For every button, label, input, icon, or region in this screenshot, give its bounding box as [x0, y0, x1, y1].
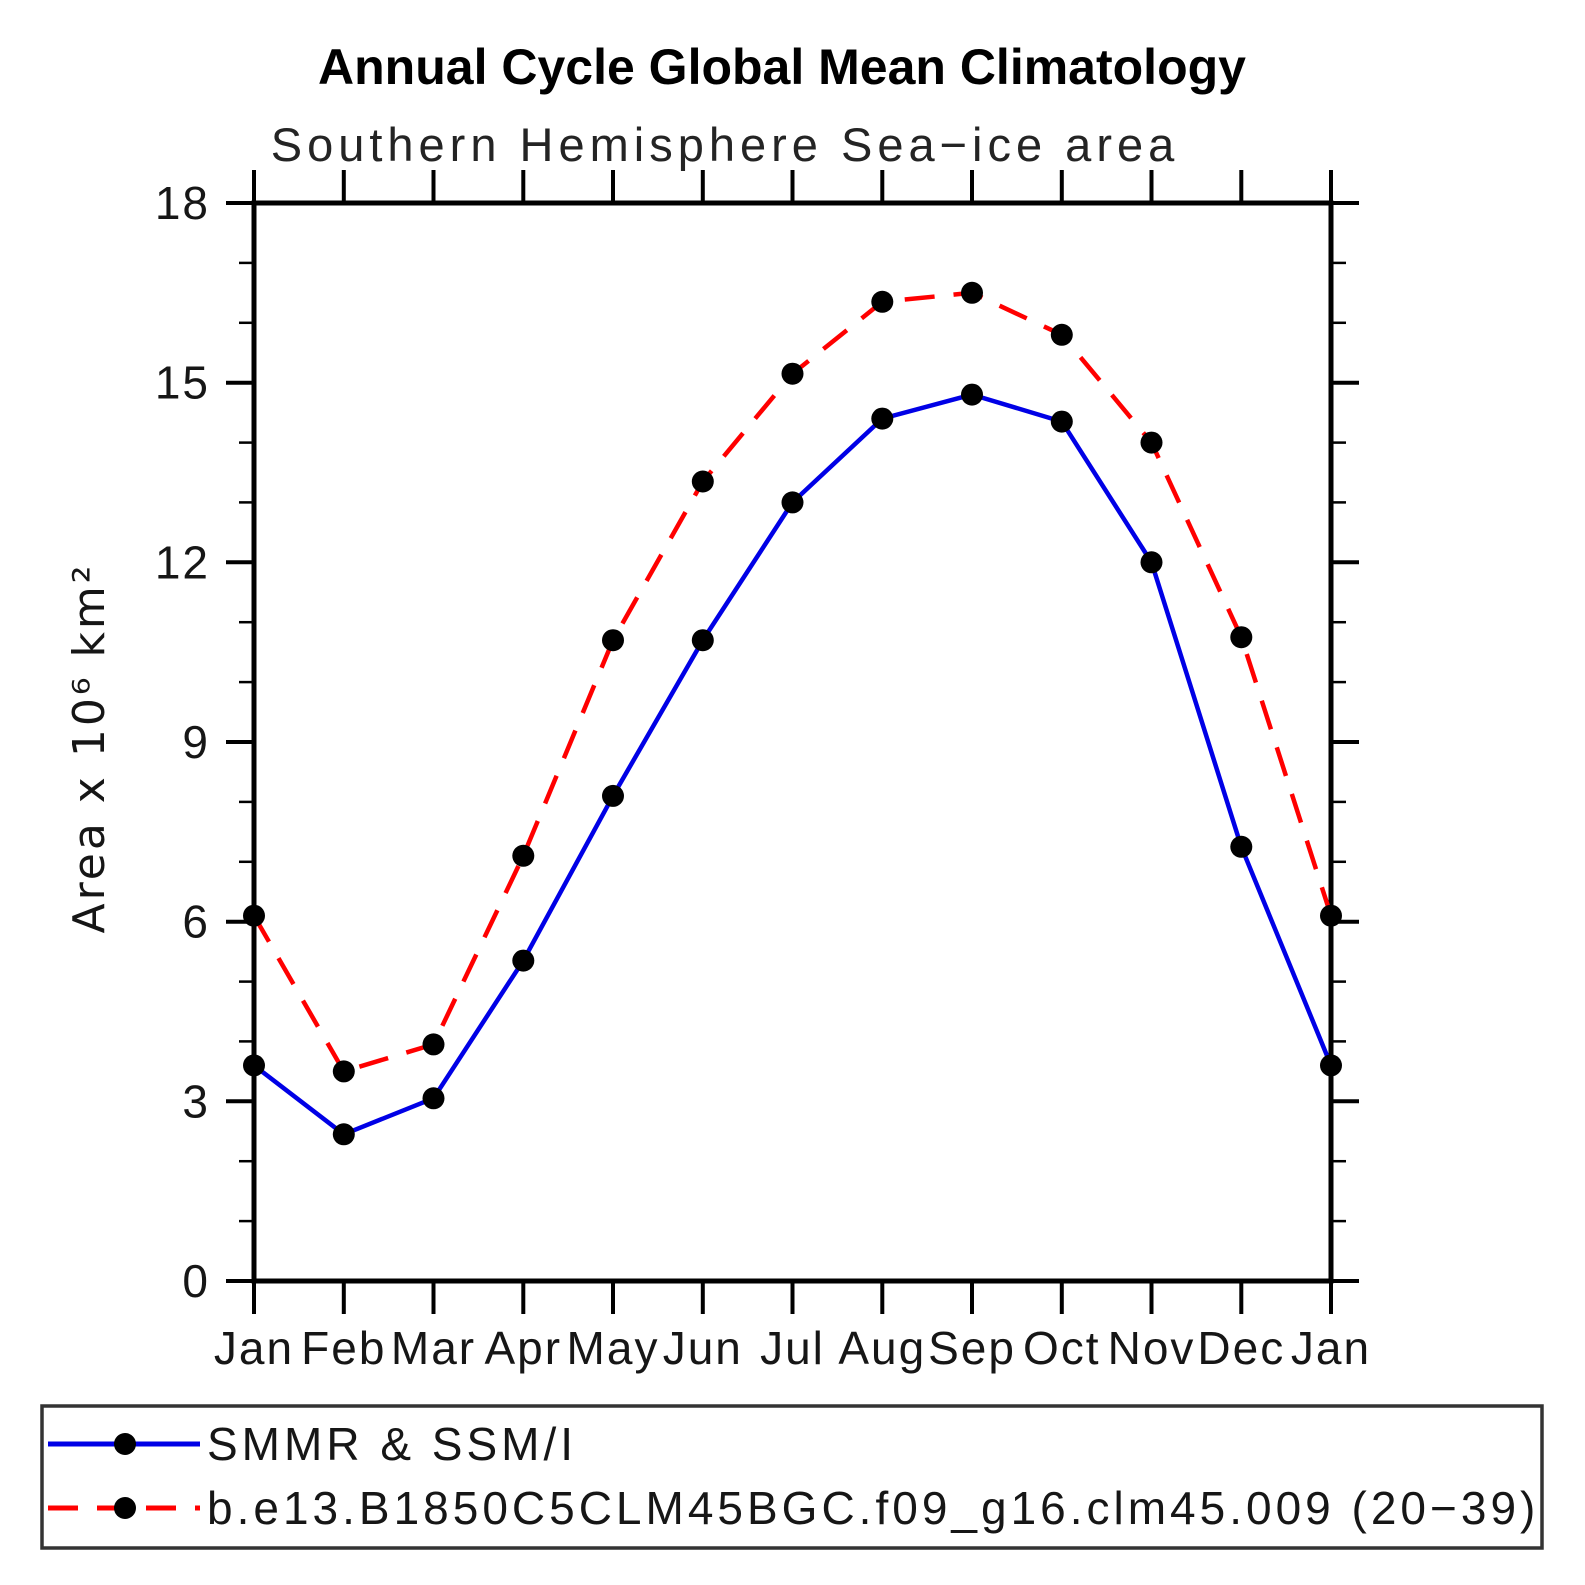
legend-label-model: b.e13.B1850C5CLM45BGC.f09_g16.clm45.009 …: [207, 1482, 1539, 1534]
chart-title: Annual Cycle Global Mean Climatology: [318, 39, 1246, 95]
data-point-marker: [1230, 626, 1253, 649]
x-tick-label: Jan: [214, 1322, 294, 1374]
data-point-marker: [1050, 323, 1073, 346]
y-tick-label: 15: [155, 357, 210, 409]
data-point-marker: [243, 1054, 265, 1077]
data-point-marker: [871, 290, 894, 313]
data-point-marker: [602, 629, 624, 652]
data-point-marker: [422, 1087, 445, 1110]
x-tick-label: Apr: [485, 1322, 563, 1374]
x-tick-label: Nov: [1108, 1322, 1196, 1374]
x-tick-label: May: [567, 1322, 660, 1374]
series-line-model: [252, 290, 1334, 1074]
x-tick-label: Mar: [391, 1322, 476, 1374]
x-axis-tick-labels: Jan Feb Mar Apr May Jun Jul Aug Sep Oct Nov Dec Jan: [214, 1322, 1371, 1374]
x-tick-label: Aug: [838, 1322, 926, 1374]
legend-marker-model: [114, 1497, 136, 1519]
data-point-marker: [871, 407, 894, 430]
y-tick-label: 0: [182, 1255, 210, 1307]
chart-subtitle: Southern Hemisphere Sea−ice area: [271, 118, 1180, 171]
x-tick-label: Jun: [663, 1322, 743, 1374]
data-point-marker: [961, 281, 983, 304]
x-tick-label: Jan: [1291, 1322, 1371, 1374]
data-point-marker: [691, 629, 714, 652]
data-point-marker: [691, 470, 714, 493]
data-point-marker: [1230, 835, 1253, 858]
data-point-marker: [332, 1123, 355, 1146]
data-point-marker: [961, 383, 983, 406]
data-point-marker: [512, 949, 535, 972]
data-point-marker: [1320, 1054, 1342, 1077]
y-tick-label: 9: [182, 716, 210, 768]
legend: SMMR & SSM/I b.e13.B1850C5CLM45BGC.f09_g…: [40, 1404, 1544, 1550]
y-tick-label: 3: [182, 1075, 210, 1127]
y-axis-tick-labels: 0 3 6 9 12 15 18: [155, 177, 210, 1307]
axis-ticks: [226, 170, 1359, 1314]
y-axis-title: Area x 10⁶ km²: [64, 563, 115, 934]
data-point-marker: [602, 784, 624, 807]
data-point-marker: [1320, 904, 1342, 927]
legend-marker-observations: [114, 1433, 136, 1455]
x-tick-label: Oct: [1023, 1322, 1101, 1374]
series-layer: [243, 281, 1342, 1146]
y-tick-label: 18: [155, 177, 210, 229]
data-point-marker: [243, 904, 265, 927]
data-point-marker: [512, 844, 535, 867]
data-point-marker: [422, 1033, 445, 1056]
legend-box: [40, 1404, 1544, 1550]
y-tick-label: 6: [182, 896, 210, 948]
x-tick-label: Dec: [1197, 1322, 1285, 1374]
y-tick-label: 12: [155, 536, 210, 588]
x-tick-label: Feb: [301, 1322, 386, 1374]
data-point-marker: [1050, 410, 1073, 433]
data-point-marker: [1140, 431, 1163, 454]
x-tick-label: Sep: [928, 1322, 1016, 1374]
x-tick-label: Jul: [760, 1322, 825, 1374]
data-point-marker: [781, 491, 804, 514]
data-point-marker: [332, 1060, 355, 1083]
data-point-marker: [1140, 551, 1163, 574]
data-point-marker: [781, 362, 804, 385]
legend-label-observations: SMMR & SSM/I: [207, 1418, 577, 1470]
